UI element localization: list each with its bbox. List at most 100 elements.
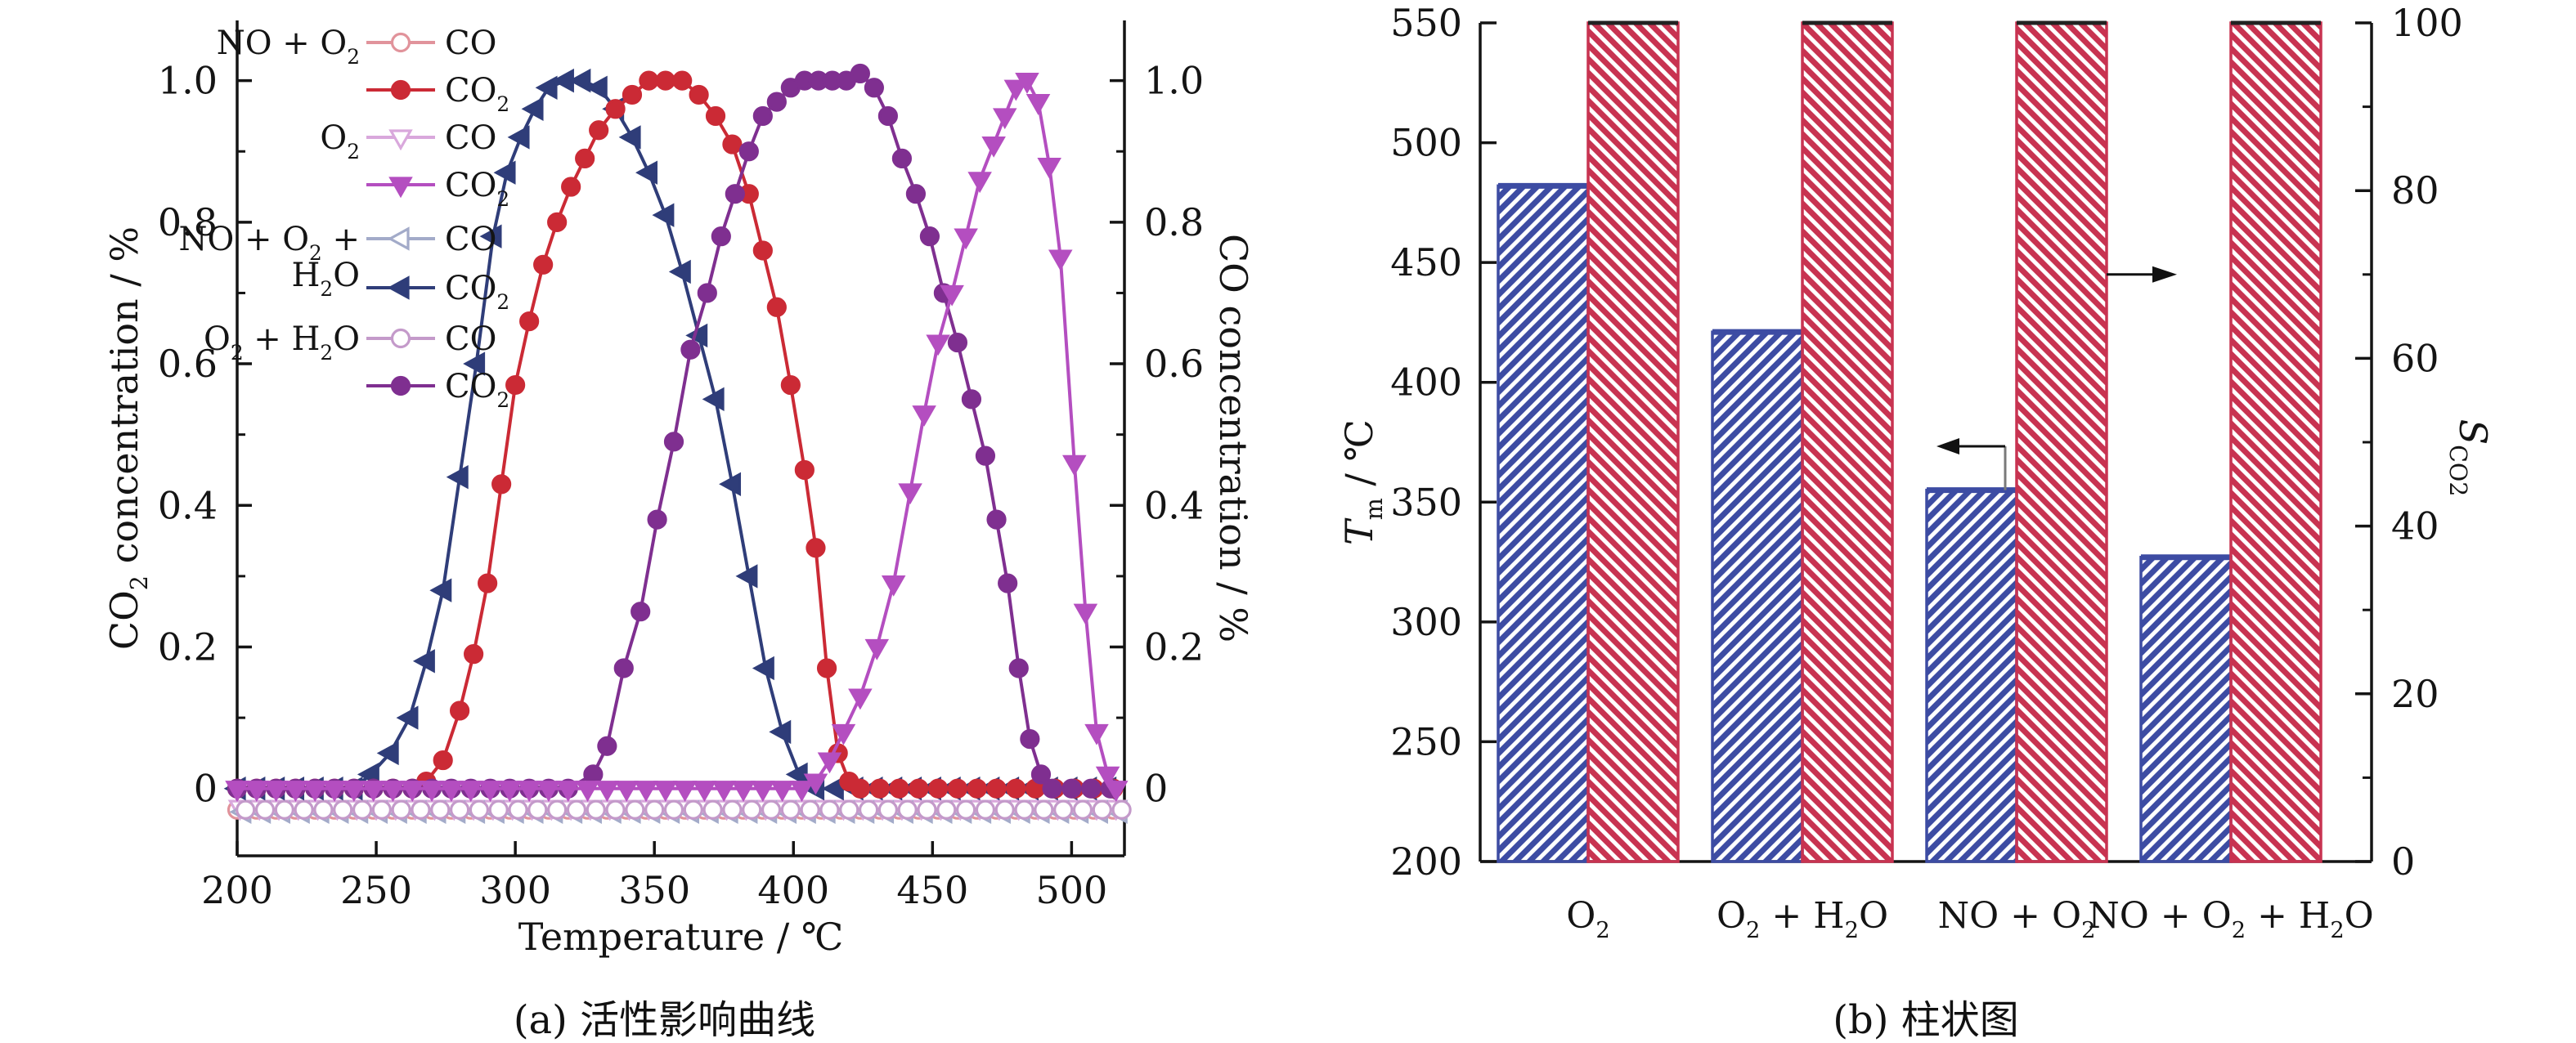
marker-triangle-left [412,649,435,674]
marker-circle [1006,778,1026,799]
a-series-o2co2 [225,73,1129,802]
marker-triangle-down [898,483,922,505]
marker-triangle-down [803,773,828,795]
marker-triangle-down [1003,79,1029,101]
marker-circle [850,63,870,84]
marker-circle [877,799,898,820]
marker-circle [725,184,745,204]
marker-circle [1111,799,1132,820]
marker-circle [672,70,693,91]
marker-circle [352,799,373,820]
marker-circle [236,799,256,820]
legend-series-label: CO [445,25,496,62]
marker-circle [850,778,870,799]
marker-circle [947,778,968,799]
a-y-tick-label-left: 0 [194,767,218,811]
marker-circle [711,226,731,247]
a-x-tick-label: 350 [618,868,690,912]
a-series-o2h2oco [236,799,1132,820]
marker-circle [961,389,982,410]
marker-circle [433,750,453,771]
sco2-bar-3 [2229,21,2322,863]
b-y-tick-label-left: 350 [1390,480,1462,524]
b-ylabel-right: SCO2 [2444,419,2495,497]
marker-circle [1081,778,1102,799]
marker-triangle-down [992,108,1017,130]
marker-triangle-down [789,781,815,802]
marker-circle [864,78,884,98]
marker-triangle-left [387,226,410,251]
marker-circle [998,573,1018,593]
marker-circle [274,799,294,820]
marker-triangle-down [263,781,289,802]
marker-circle [566,799,587,820]
marker-circle [527,799,548,820]
marker-circle [766,297,787,317]
marker-circle [794,459,815,481]
legend-group-label: O2 + H2O [204,320,360,365]
marker-circle [491,474,512,495]
marker-circle [663,799,684,820]
marker-circle [819,799,840,820]
marker-circle [1053,799,1074,820]
marker-triangle-down [940,284,964,307]
marker-circle [430,799,451,820]
marker-circle [680,339,701,360]
marker-triangle-down [1084,723,1109,745]
marker-circle [975,445,996,466]
marker-circle [869,778,890,799]
b-y-tick-label-right: 40 [2391,504,2439,548]
marker-circle [1034,799,1054,820]
marker-triangle-down [388,129,413,151]
marker-circle [752,105,773,127]
marker-circle [605,99,626,119]
marker-triangle-left [568,68,591,93]
marker-triangle-left [719,472,742,496]
marker-circle [986,778,1007,799]
marker-circle [294,799,314,820]
marker-circle [919,226,940,247]
a-y-tick-label-right: 0.4 [1144,483,1204,527]
caption-panel-a: (a) 活性影响曲线 [513,997,816,1043]
marker-triangle-down [981,136,1006,158]
legend-series-label: CO [445,221,496,258]
marker-circle [877,105,898,127]
marker-triangle-left [429,578,452,602]
b-category-label-0: O2 [1566,895,1609,943]
a-y-tick-label-left: 0.6 [158,342,218,386]
b-y-tick-label-right: 0 [2391,839,2415,884]
marker-circle [390,375,411,396]
marker-triangle-down [672,781,698,802]
marker-circle [905,184,927,204]
panel-b: 200 250 300 350 400 450 500 550 0 20 40 60 80 100 Tm /… [1337,1,2495,943]
marker-circle [450,799,470,820]
marker-circle [806,538,826,558]
marker-triangle-down [751,781,775,802]
marker-triangle-left [769,719,792,745]
marker-triangle-down [967,172,992,194]
marker-circle [752,240,773,261]
marker-triangle-left [463,351,486,376]
marker-triangle-down [595,781,620,802]
legend-series-label: CO [445,320,496,358]
marker-circle [586,799,606,820]
marker-triangle-left [387,275,410,300]
marker-circle [547,212,568,232]
marker-circle [891,148,912,168]
marker-circle [936,799,957,820]
marker-triangle-left [702,387,725,412]
marker-circle [742,799,762,820]
marker-circle [986,509,1007,530]
b-category-label-3: NO + O2 + H2O [2088,895,2374,943]
marker-triangle-left [521,96,544,121]
a-y-tick-label-right: 0.6 [1144,342,1204,386]
marker-triangle-down [881,575,906,597]
marker-circle [469,799,490,820]
marker-triangle-down [458,781,483,802]
marker-circle [390,79,411,101]
marker-circle [956,799,976,820]
b-y-tick-label-left: 250 [1390,719,1462,763]
marker-circle [575,148,595,168]
marker-circle [333,799,353,820]
marker-circle [738,141,759,162]
